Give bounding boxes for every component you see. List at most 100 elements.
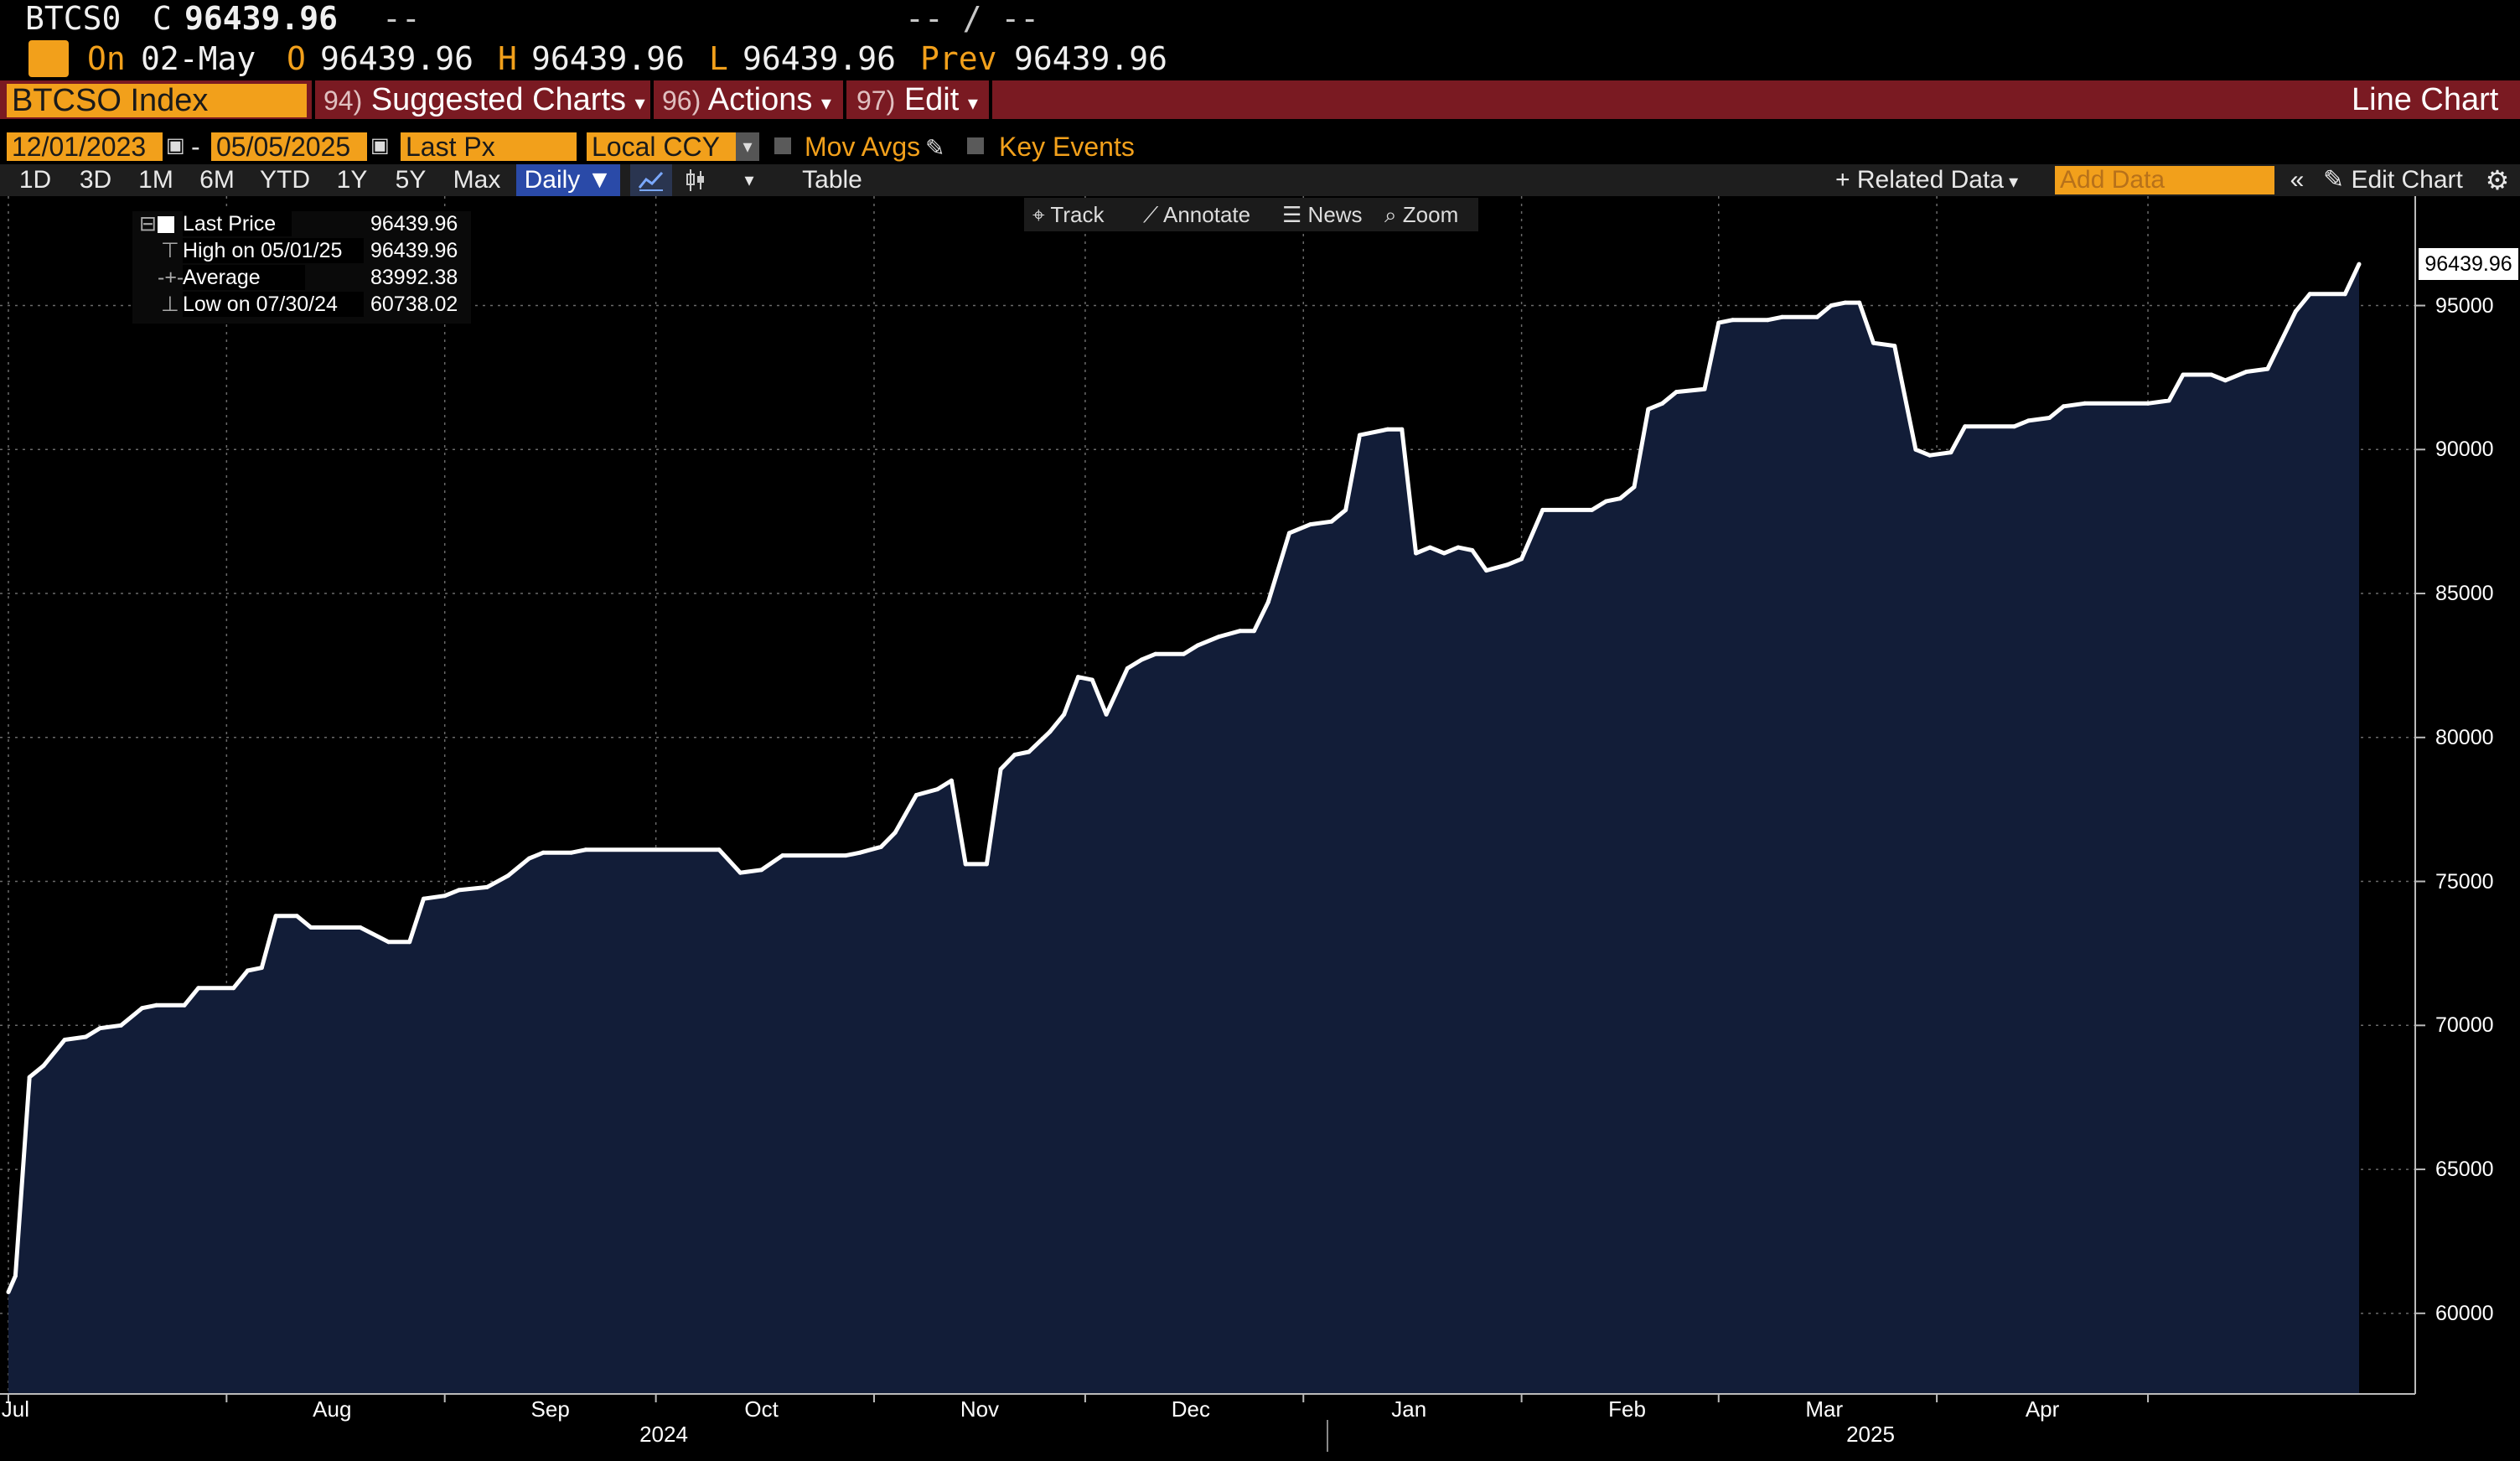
data-point bbox=[1414, 551, 1419, 556]
legend-high-label: High on bbox=[183, 239, 256, 262]
data-point bbox=[1238, 629, 1243, 634]
end-date-input[interactable]: 05/05/2025 bbox=[211, 132, 367, 161]
period-1y-button[interactable]: 1Y bbox=[336, 166, 368, 194]
chevron-down-icon[interactable]: ▾ bbox=[744, 169, 754, 190]
data-point bbox=[1779, 314, 1784, 319]
data-point bbox=[505, 873, 510, 878]
data-point bbox=[998, 767, 1003, 772]
data-point bbox=[893, 830, 898, 835]
edit-number: 97) bbox=[856, 85, 896, 116]
ohlc-line: On 02-May O 96439.96 H 96439.96 L 96439.… bbox=[0, 37, 2520, 116]
table-button[interactable]: Table bbox=[802, 166, 862, 194]
data-point bbox=[41, 1063, 46, 1068]
period-max-button[interactable]: Max bbox=[453, 166, 501, 194]
data-point bbox=[913, 793, 918, 797]
field-select[interactable]: Last Px bbox=[401, 132, 577, 161]
mov-avgs-label[interactable]: Mov Avgs bbox=[805, 132, 921, 162]
track-tool[interactable]: ⌖ Track bbox=[1032, 198, 1104, 231]
data-point bbox=[2166, 398, 2171, 403]
frequency-label: Daily bbox=[524, 166, 581, 194]
edit-menu[interactable]: 97) Edit ▾ bbox=[856, 80, 978, 119]
data-point bbox=[1674, 390, 1679, 395]
data-point bbox=[1027, 749, 1032, 754]
data-point bbox=[935, 787, 940, 792]
close-label: C bbox=[153, 0, 172, 37]
y-tick-marks bbox=[2415, 304, 2425, 1314]
data-point bbox=[2279, 338, 2285, 343]
period-6m-button[interactable]: 6M bbox=[199, 166, 235, 194]
data-point bbox=[2342, 292, 2347, 297]
data-point bbox=[1252, 629, 1256, 634]
price-chart[interactable] bbox=[0, 196, 2520, 1461]
add-data-input[interactable]: Add Data bbox=[2055, 166, 2274, 194]
low-marker-icon: ⊥ bbox=[161, 293, 179, 316]
data-point bbox=[231, 986, 236, 991]
data-point bbox=[246, 968, 250, 973]
x-tick-label: Feb bbox=[1608, 1396, 1646, 1422]
period-1m-button[interactable]: 1M bbox=[138, 166, 173, 194]
currency-select[interactable]: Local CCY bbox=[587, 132, 739, 161]
data-point bbox=[1456, 545, 1461, 550]
average-marker-icon: -+- bbox=[158, 266, 184, 289]
related-data-label: Related Data bbox=[1856, 166, 2004, 194]
chevron-down-icon[interactable]: ▾ bbox=[736, 132, 759, 161]
period-1d-button[interactable]: 1D bbox=[18, 166, 52, 194]
period-3d-button[interactable]: 3D bbox=[79, 166, 112, 194]
data-point bbox=[949, 778, 954, 783]
data-point bbox=[2047, 416, 2052, 420]
data-point bbox=[1913, 447, 1918, 452]
zoom-tool[interactable]: ⌕ Zoom bbox=[1384, 198, 1458, 231]
x-tick-label: Apr bbox=[2025, 1396, 2060, 1422]
close-value: 96439.96 bbox=[184, 0, 339, 37]
data-point bbox=[308, 925, 313, 930]
related-data-menu[interactable]: + Related Data ▾ bbox=[1835, 164, 2033, 196]
y-tick-label: 85000 bbox=[2435, 582, 2494, 606]
low-label: L bbox=[709, 40, 728, 77]
collapse-legend-icon[interactable]: ⊟ bbox=[139, 212, 157, 236]
data-point bbox=[857, 850, 862, 855]
change-value: -- bbox=[382, 0, 421, 37]
gear-icon[interactable]: ⚙ bbox=[2485, 165, 2510, 195]
data-point bbox=[1892, 344, 1897, 349]
security-field[interactable]: BTCSO Index bbox=[7, 84, 307, 117]
data-point bbox=[2145, 401, 2150, 406]
clock-icon[interactable] bbox=[28, 40, 139, 116]
data-point bbox=[1343, 507, 1348, 512]
calendar-icon[interactable]: ▣ bbox=[370, 134, 390, 157]
data-point bbox=[1603, 499, 1608, 504]
period-ytd-button[interactable]: YTD bbox=[260, 166, 310, 194]
period-5y-button[interactable]: 5Y bbox=[395, 166, 427, 194]
edit-chart-button[interactable]: ✎ Edit Chart bbox=[2323, 164, 2486, 196]
calendar-icon[interactable]: ▣ bbox=[166, 134, 185, 157]
start-date-input[interactable]: 12/01/2023 bbox=[7, 132, 163, 161]
suggested-charts-number: 94) bbox=[323, 85, 363, 116]
annotate-tool[interactable]: ⟋ Annotate bbox=[1143, 198, 1250, 231]
legend-high-date: 05/01/25 bbox=[261, 239, 343, 262]
track-label: Track bbox=[1050, 202, 1105, 227]
mov-avgs-checkbox[interactable] bbox=[774, 137, 791, 154]
data-point bbox=[2244, 370, 2249, 374]
crosshair-icon: ⌖ bbox=[1032, 202, 1051, 227]
data-point bbox=[2265, 366, 2270, 371]
data-point bbox=[1660, 401, 1665, 406]
actions-label: Actions bbox=[707, 82, 813, 117]
news-tool[interactable]: ☰ News bbox=[1282, 198, 1363, 231]
frequency-select[interactable]: Daily ▼ bbox=[516, 164, 620, 196]
data-point bbox=[1702, 386, 1707, 391]
data-point bbox=[1948, 450, 1953, 455]
candlestick-icon[interactable] bbox=[679, 164, 712, 196]
key-events-label[interactable]: Key Events bbox=[999, 132, 1135, 162]
data-point bbox=[1716, 320, 1721, 325]
suggested-charts-menu[interactable]: 94) Suggested Charts ▾ bbox=[323, 80, 645, 119]
data-point bbox=[259, 966, 264, 971]
data-point bbox=[1871, 340, 1876, 345]
actions-menu[interactable]: 96) Actions ▾ bbox=[662, 80, 831, 119]
pencil-icon[interactable]: ✎ bbox=[925, 135, 945, 161]
line-chart-icon[interactable] bbox=[630, 164, 672, 196]
collapse-icon[interactable]: « bbox=[2290, 166, 2305, 194]
key-events-checkbox[interactable] bbox=[967, 137, 984, 154]
data-point bbox=[153, 1002, 158, 1008]
data-point bbox=[541, 850, 546, 855]
data-point bbox=[2357, 262, 2362, 267]
data-point bbox=[422, 896, 426, 901]
